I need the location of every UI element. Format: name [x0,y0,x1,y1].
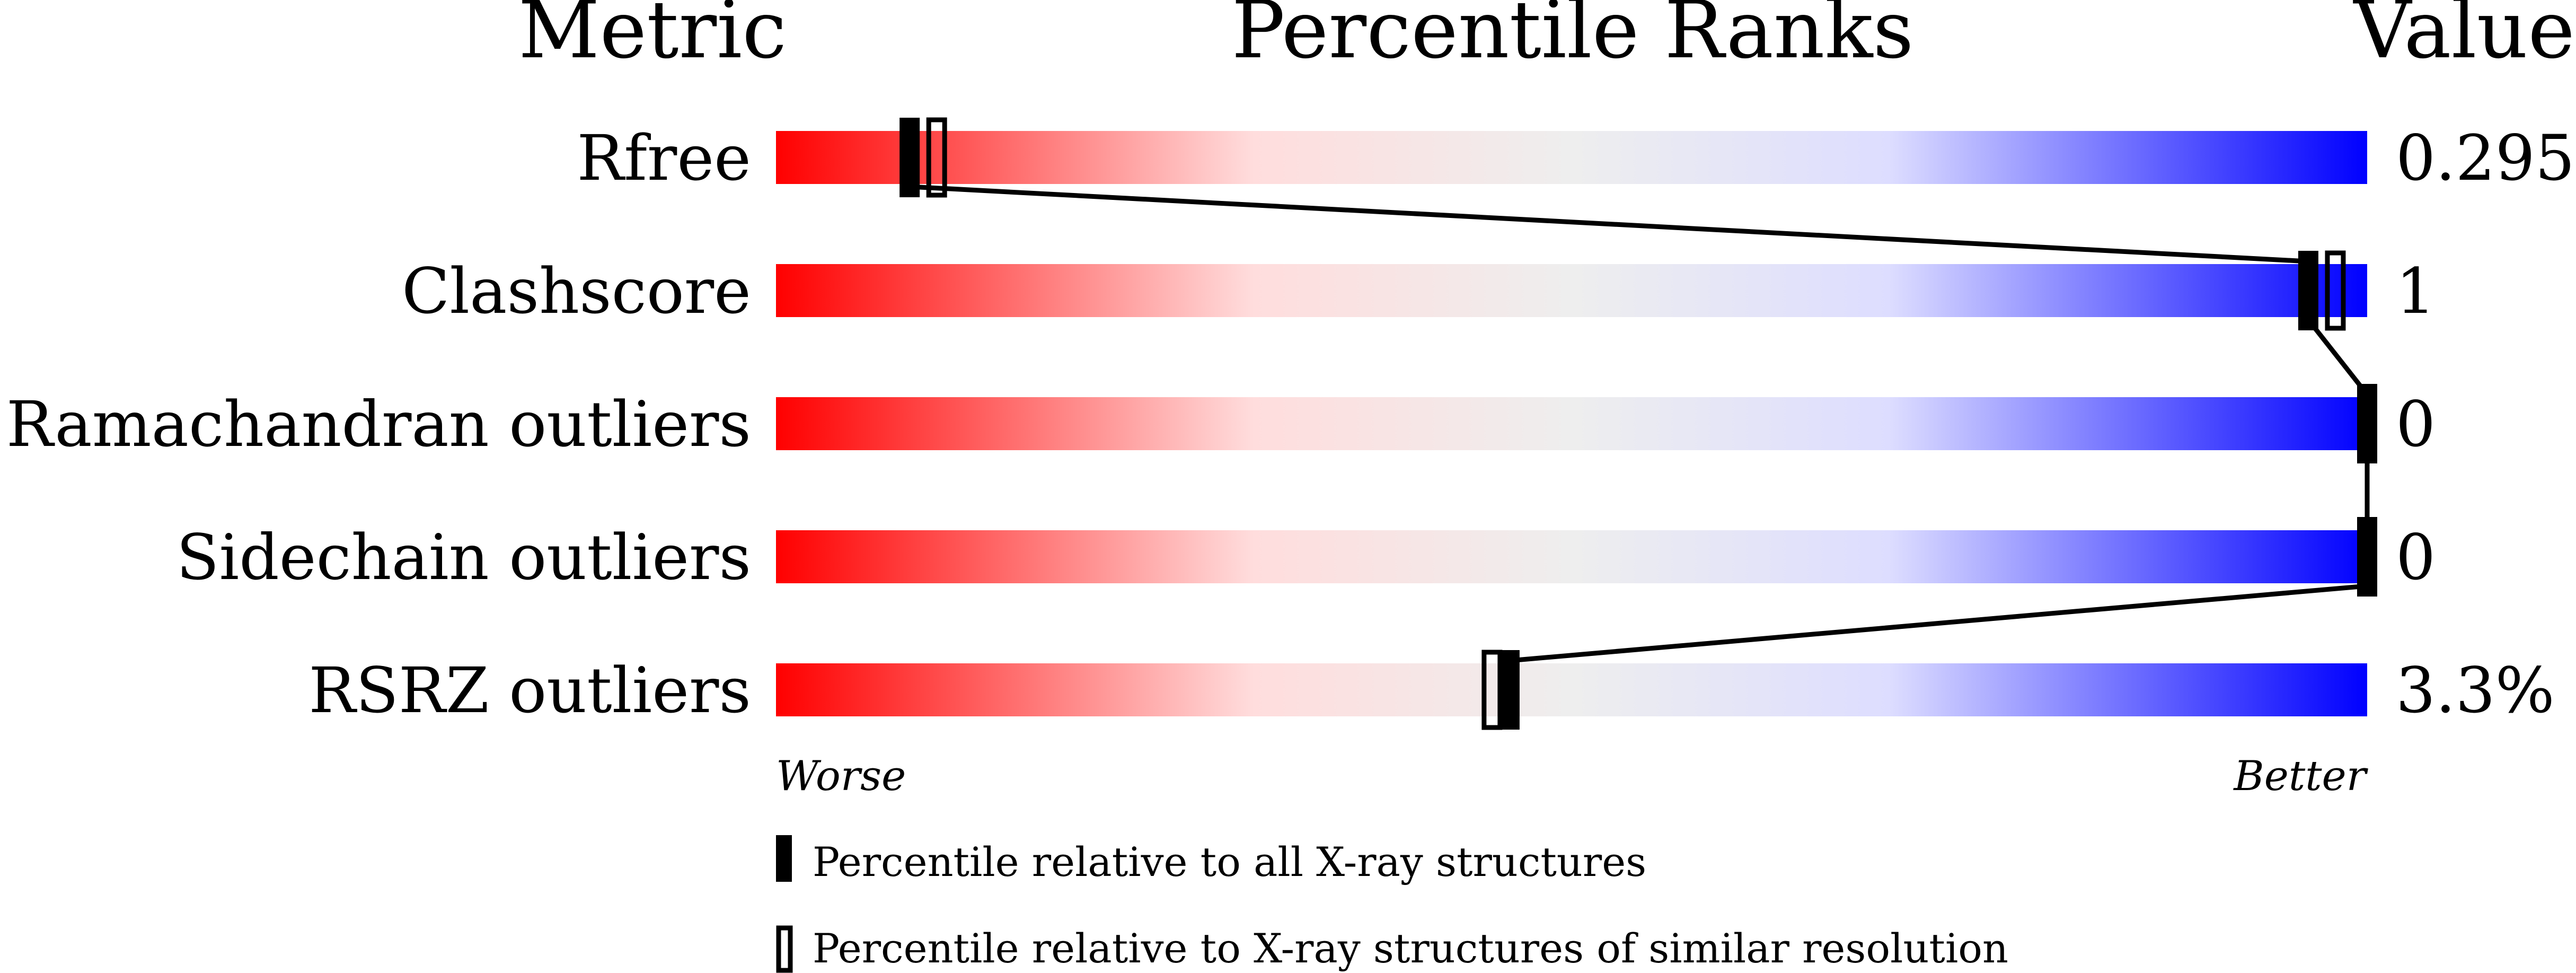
legend-open-label: Percentile relative to X-ray structures … [813,925,2008,972]
marker-similar-resolution [2325,250,2346,331]
metric-value: 1 [2396,255,2436,328]
marker-all-structures [899,118,920,197]
legend-filled-label: Percentile relative to all X-ray structu… [813,838,1646,886]
marker-all-structures [1499,650,1520,730]
metric-label: Clashscore [402,255,751,328]
metric-value: 0 [2396,388,2436,461]
metric-label: Ramachandran outliers [6,388,751,461]
header-value: Value [2353,0,2575,76]
metric-row: RSRZ outliers 3.3% [308,654,2555,727]
metric-value: 0.295 [2396,121,2575,195]
percentile-bar [776,530,2367,583]
connector-line [2306,318,2369,396]
metric-row: Ramachandran outliers 0 [6,388,2436,461]
marker-all-structures [2298,251,2318,330]
metric-row: Sidechain outliers 0 [177,521,2436,594]
legend-filled-marker [776,835,792,882]
percentile-bar [776,397,2367,450]
metric-label: Sidechain outliers [177,521,751,594]
connector-line [1509,583,2368,663]
metric-row: Clashscore 1 [402,255,2436,328]
axis-worse-label: Worse [776,752,906,800]
metric-value: 0 [2396,521,2436,594]
metric-value: 3.3% [2396,654,2555,727]
percentile-bar [776,131,2367,184]
legend-open-marker [776,925,793,973]
marker-all-structures [2357,384,2377,463]
axis-better-label: Better [2233,752,2368,800]
marker-all-structures [2357,517,2377,597]
metric-label: Rfree [577,121,751,195]
marker-similar-resolution [926,117,947,198]
header-metric: Metric [518,0,787,76]
header-percentile-ranks: Percentile Ranks [1231,0,1913,76]
percentile-bar [776,663,2367,716]
percentile-bar [776,264,2367,317]
metric-row: Rfree 0.295 [577,121,2574,195]
metric-label: RSRZ outliers [308,654,751,727]
connector-line [909,184,2309,264]
